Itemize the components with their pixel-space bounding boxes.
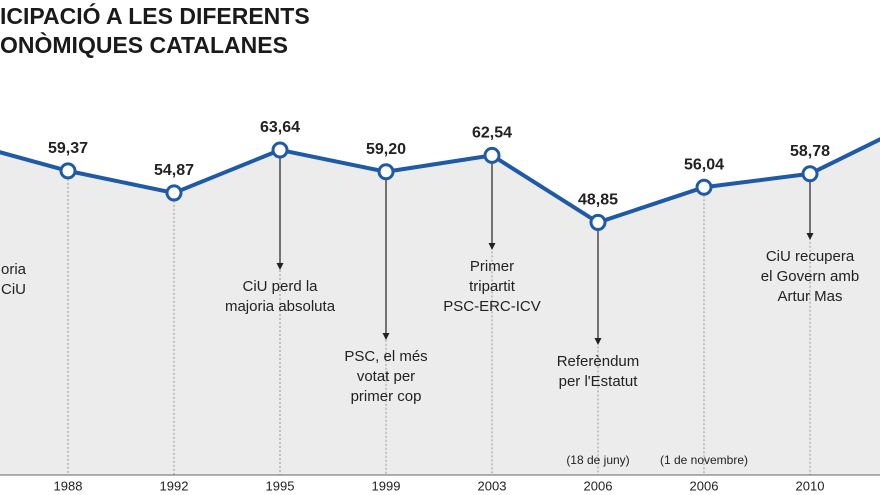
x-tick-label: 1988 [54, 478, 83, 493]
value-label: 54,87 [154, 162, 194, 179]
chart-title: ICIPACIÓ A LES DIFERENTS [0, 2, 310, 29]
value-label: 58,78 [790, 143, 830, 160]
x-tick-label: 2010 [796, 478, 825, 493]
x-tick-label: 2006 [584, 478, 613, 493]
x-tick-label: 1999 [372, 478, 401, 493]
arrow-head [806, 233, 814, 240]
x-sublabel: (1 de novembre) [660, 453, 748, 467]
point [59, 162, 77, 180]
value-label: 62,54 [472, 125, 512, 142]
x-tick-label: 1992 [160, 478, 189, 493]
annotation: CiU [1, 281, 26, 298]
annotation: Primer [470, 258, 514, 275]
arrow-head [594, 338, 602, 345]
annotation: PSC, el més [344, 348, 427, 365]
x-tick-label: 1995 [266, 478, 295, 493]
annotation: el Govern amb [761, 268, 859, 285]
annotation: primer cop [351, 388, 422, 405]
point [165, 184, 183, 202]
arrow-head [488, 243, 496, 250]
annotation: PSC-ERC-ICV [443, 298, 541, 315]
annotation: tripartit [469, 278, 516, 295]
point [589, 213, 607, 231]
annotation: votat per [357, 368, 415, 385]
x-sublabel: (18 de juny) [566, 453, 629, 467]
point [801, 165, 819, 183]
arrow-head [276, 263, 284, 270]
line [0, 137, 880, 225]
annotation: majoria absoluta [225, 298, 336, 315]
value-label: 63,64 [260, 119, 300, 136]
annotation: CiU recupera [766, 248, 855, 265]
point [377, 163, 395, 181]
annotation: Artur Mas [777, 288, 842, 305]
annotation: Referèndum [557, 353, 640, 370]
point [271, 141, 289, 159]
x-tick-label: 2003 [478, 478, 507, 493]
chart-title: ONÒMIQUES CATALANES [0, 31, 288, 58]
arrow-head [382, 333, 390, 340]
value-label: 56,04 [684, 156, 724, 173]
annotation: CiU perd la [242, 278, 318, 295]
annotation: oria [1, 261, 27, 278]
annotation: per l'Estatut [559, 373, 639, 390]
value-label: 48,85 [578, 192, 618, 209]
point [483, 146, 501, 164]
point [695, 178, 713, 196]
value-label: 59,37 [48, 140, 88, 157]
value-label: 59,20 [366, 141, 406, 158]
area [0, 139, 880, 475]
x-tick-label: 2006 [690, 478, 719, 493]
